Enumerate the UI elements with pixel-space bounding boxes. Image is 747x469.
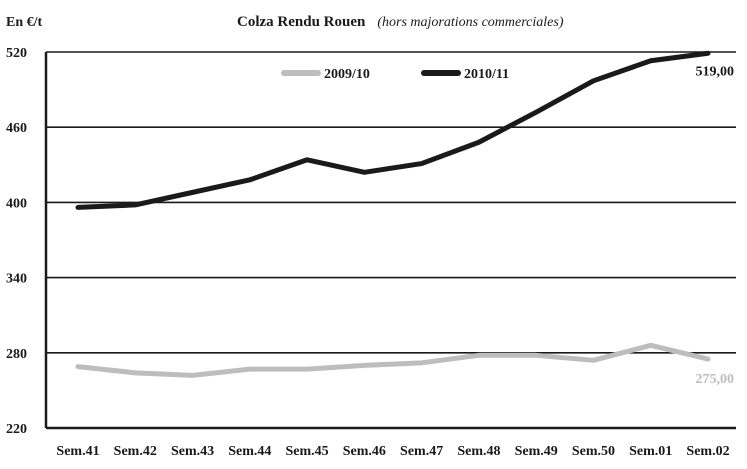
y-tick-label: 220 [6, 422, 27, 437]
end-labels: 275,00 519,00 [696, 64, 735, 387]
gridlines [44, 51, 736, 430]
x-tick-label: Sem.44 [228, 444, 271, 459]
x-tick-label: Sem.41 [56, 444, 99, 459]
x-tick-label: Sem.48 [457, 444, 500, 459]
x-tick-label: Sem.42 [114, 444, 157, 459]
y-axis-ticks: 220 280 340 400 460 520 [6, 46, 27, 437]
x-tick-label: Sem.01 [629, 444, 672, 459]
y-tick-label: 280 [6, 347, 27, 362]
x-tick-label: Sem.02 [686, 444, 729, 459]
x-tick-label: Sem.49 [515, 444, 558, 459]
y-axis-unit-label: En €/t [6, 15, 43, 30]
x-tick-label: Sem.43 [171, 444, 214, 459]
end-value-label: 275,00 [696, 372, 735, 387]
y-tick-label: 340 [6, 272, 27, 287]
y-tick-label: 520 [6, 46, 27, 61]
legend-label: 2010/11 [464, 67, 509, 82]
series-line-1 [75, 50, 711, 210]
legend-label: 2009/10 [324, 67, 370, 82]
end-value-label: 519,00 [696, 64, 735, 79]
x-tick-label: Sem.45 [286, 444, 329, 459]
series-line-0 [75, 342, 711, 378]
x-axis-ticks: Sem.41 Sem.42 Sem.43 Sem.44 Sem.45 Sem.46 Sem.… [56, 444, 729, 459]
x-tick-label: Sem.50 [572, 444, 615, 459]
y-tick-label: 460 [6, 121, 27, 136]
legend: 2009/10 2010/11 [281, 67, 509, 82]
chart-title-main: Colza Rendu Rouen [237, 14, 366, 30]
chart-subtitle: (hors majorations commerciales) [377, 15, 563, 30]
x-tick-label: Sem.47 [400, 444, 443, 459]
x-tick-label: Sem.46 [343, 444, 386, 459]
y-tick-label: 400 [6, 196, 27, 211]
chart-title: Colza Rendu Rouen (hors majorations comm… [237, 13, 564, 30]
series-lines [75, 50, 711, 378]
